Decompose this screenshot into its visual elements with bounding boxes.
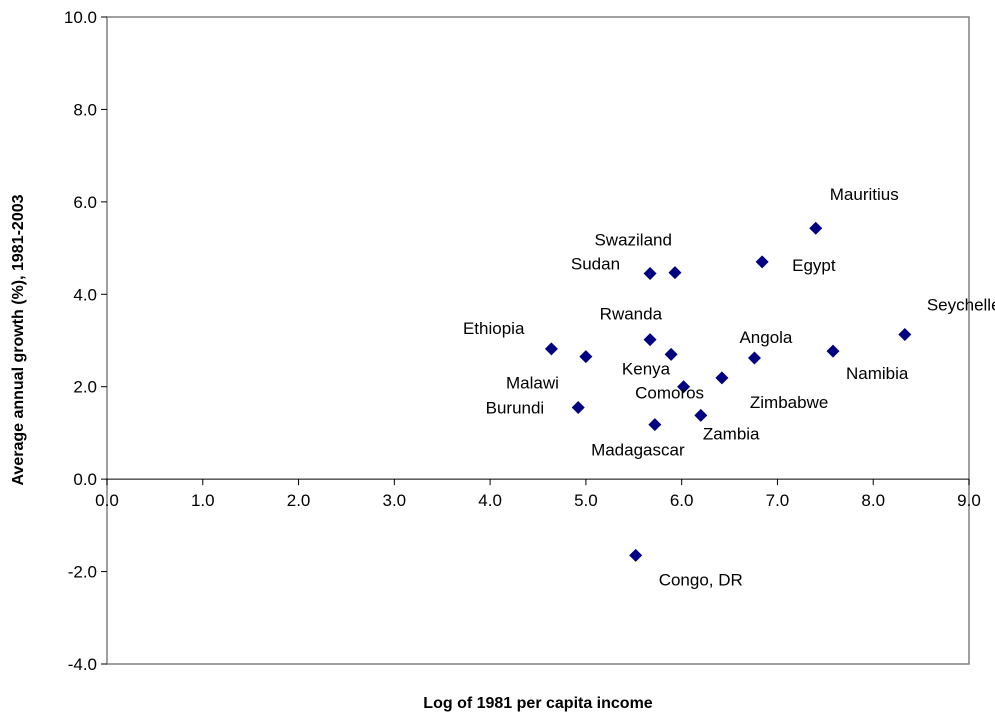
data-point-marker (747, 351, 761, 365)
data-point-label: Ethiopia (463, 319, 525, 338)
data-point-marker (648, 418, 662, 432)
y-tick-label: -2.0 (68, 563, 97, 582)
data-point-marker (664, 347, 678, 361)
y-axis-title: Average annual growth (%), 1981-2003 (10, 194, 27, 485)
data-point-marker (715, 371, 729, 385)
data-point-label: Congo, DR (659, 570, 743, 589)
data-point-label: Egypt (792, 256, 836, 275)
data-point-marker (677, 380, 691, 394)
data-point-label: Madagascar (591, 441, 685, 460)
data-point-label: Sudan (571, 254, 620, 273)
data-point-marker (668, 266, 682, 280)
x-tick-label: 2.0 (287, 491, 311, 510)
x-tick-label: 0.0 (95, 491, 119, 510)
data-point-marker (544, 342, 558, 356)
data-point-marker (898, 327, 912, 341)
y-tick-label: 8.0 (73, 100, 97, 119)
data-points (544, 221, 912, 562)
y-tick-label: -4.0 (68, 655, 97, 674)
data-labels: Mauritius Egypt Swaziland Sudan Seychelles Rw… (463, 185, 995, 589)
data-point-label: Mauritius (830, 185, 899, 204)
data-point-label: Angola (739, 328, 792, 347)
data-point-label: Malawi (506, 374, 559, 393)
x-tick-label: 1.0 (191, 491, 215, 510)
data-point-label: Swaziland (594, 231, 672, 250)
y-tick-label: 10.0 (64, 8, 97, 27)
y-axis: -4.0 -2.0 0.0 2.0 4.0 6.0 8.0 10.0 (64, 8, 107, 674)
data-point-label: Namibia (846, 364, 909, 383)
data-point-marker (809, 221, 823, 235)
x-tick-label: 8.0 (861, 491, 885, 510)
data-point-label: Burundi (486, 399, 545, 418)
data-point-marker (571, 401, 585, 415)
data-point-label: Comoros (635, 384, 704, 403)
data-point-label: Rwanda (600, 305, 663, 324)
data-point-label: Zimbabwe (750, 393, 828, 412)
x-tick-label: 7.0 (766, 491, 790, 510)
x-tick-label: 9.0 (957, 491, 981, 510)
data-point-marker (826, 344, 840, 358)
x-tick-label: 4.0 (478, 491, 502, 510)
x-tick-label: 3.0 (383, 491, 407, 510)
plot-area (106, 16, 970, 665)
x-axis: 0.0 1.0 2.0 3.0 4.0 5.0 6.0 7.0 8.0 9.0 (95, 478, 981, 510)
data-point-marker (755, 255, 769, 269)
data-point-marker (643, 266, 657, 280)
data-point-label: Kenya (622, 359, 671, 378)
x-axis-title: Log of 1981 per capita income (423, 695, 653, 712)
x-tick-label: 5.0 (574, 491, 598, 510)
data-point-label: Seychelles (927, 295, 995, 314)
x-tick-label: 6.0 (670, 491, 694, 510)
data-point-marker (579, 350, 593, 364)
y-tick-label: 6.0 (73, 193, 97, 212)
y-tick-label: 0.0 (73, 470, 97, 489)
y-tick-label: 2.0 (73, 378, 97, 397)
data-point-marker (643, 333, 657, 347)
y-tick-label: 4.0 (73, 285, 97, 304)
data-point-label: Zambia (703, 424, 760, 443)
data-point-marker (629, 548, 643, 562)
data-point-marker (694, 408, 708, 422)
